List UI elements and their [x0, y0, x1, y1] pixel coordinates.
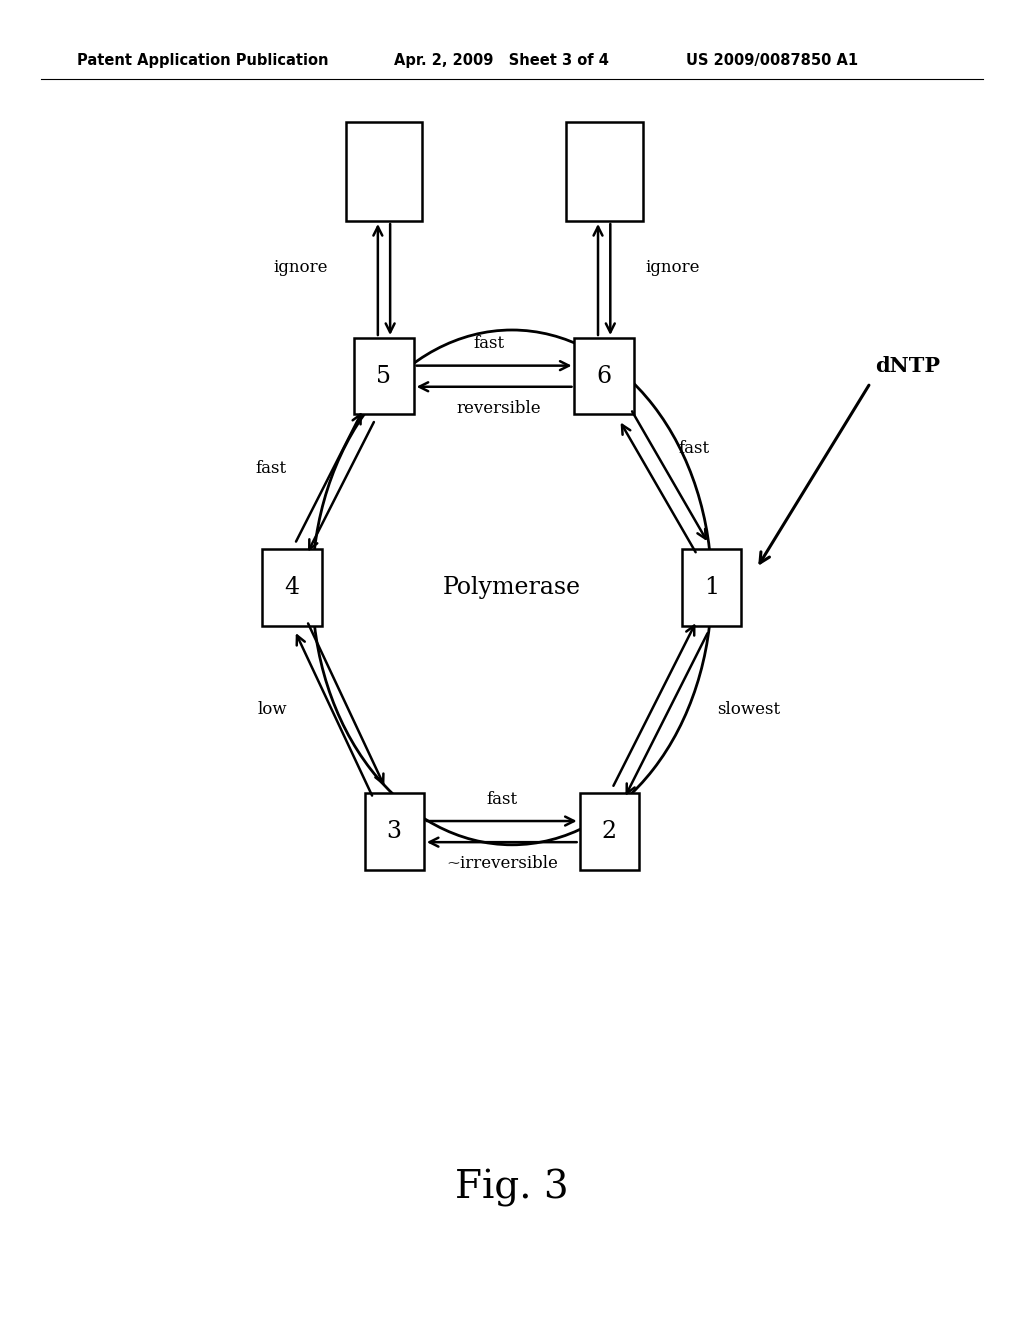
Text: fast: fast: [256, 461, 287, 477]
Text: US 2009/0087850 A1: US 2009/0087850 A1: [686, 53, 858, 69]
Text: 1: 1: [705, 576, 719, 599]
Bar: [262, 549, 322, 626]
Text: 2: 2: [602, 820, 616, 843]
Text: Fig. 3: Fig. 3: [456, 1170, 568, 1206]
Text: ignore: ignore: [645, 259, 699, 276]
Bar: [565, 121, 643, 220]
Text: 3: 3: [387, 820, 401, 843]
Bar: [354, 338, 414, 414]
Bar: [346, 121, 423, 220]
Text: fast: fast: [678, 441, 710, 457]
Bar: [682, 549, 741, 626]
Text: 6: 6: [597, 364, 611, 388]
Text: low: low: [257, 701, 287, 718]
Text: fast: fast: [473, 335, 505, 352]
Text: dNTP: dNTP: [876, 356, 940, 376]
Text: Apr. 2, 2009   Sheet 3 of 4: Apr. 2, 2009 Sheet 3 of 4: [394, 53, 609, 69]
Text: Patent Application Publication: Patent Application Publication: [77, 53, 329, 69]
Bar: [580, 793, 639, 870]
Text: ~irreversible: ~irreversible: [445, 855, 558, 873]
Text: reversible: reversible: [457, 400, 542, 417]
Text: ignore: ignore: [273, 259, 328, 276]
Bar: [365, 793, 424, 870]
Text: Polymerase: Polymerase: [443, 576, 581, 599]
Bar: [574, 338, 634, 414]
Text: 4: 4: [285, 576, 299, 599]
Text: slowest: slowest: [717, 701, 780, 718]
Text: fast: fast: [486, 791, 517, 808]
Text: 5: 5: [377, 364, 391, 388]
